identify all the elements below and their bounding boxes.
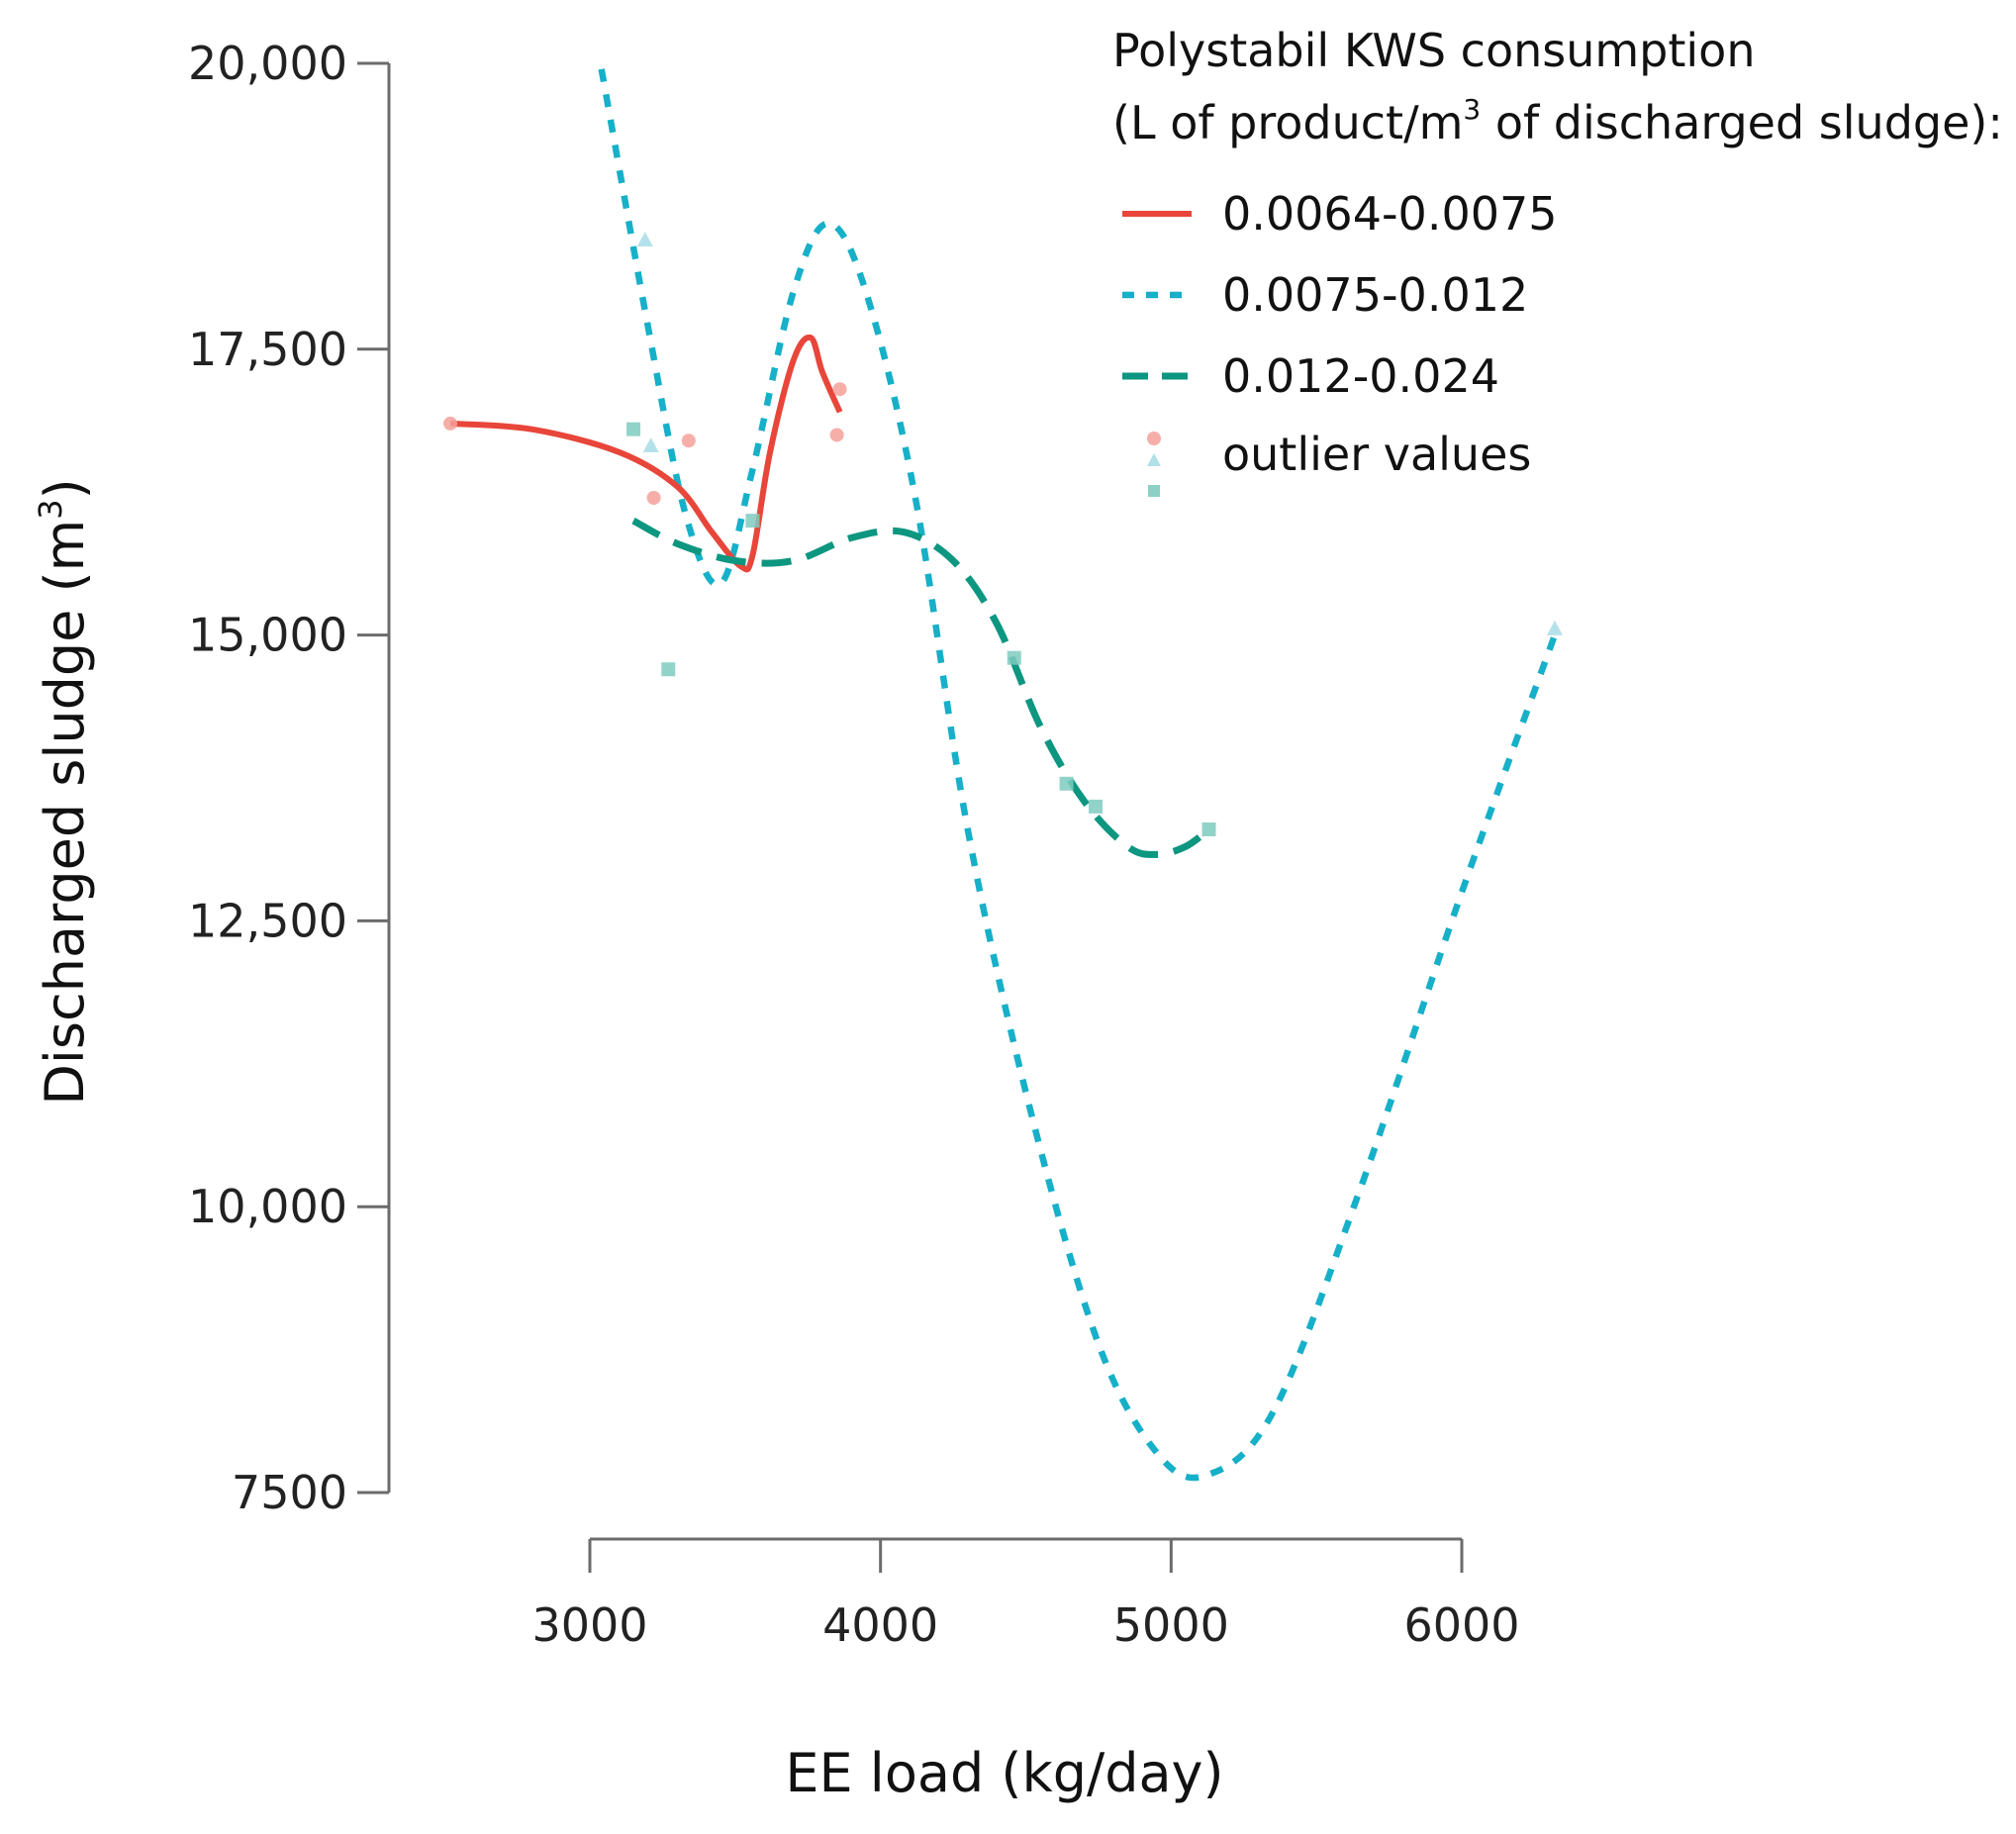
series-line-0.012-0.024 [631, 517, 1211, 858]
series-line-0.0064-0.0075 [449, 334, 843, 573]
outlier-point-series-1 [443, 416, 458, 431]
legend-title-line2-pre: (L of product/m [1112, 96, 1463, 149]
outlier-point-series-1 [829, 428, 844, 442]
y-axis-title-main: Discharged sludge (m [34, 520, 96, 1106]
outlier-point-series-1 [681, 434, 696, 448]
x-tick-label: 3000 [531, 1598, 647, 1652]
y-axis-title-sup: 3 [32, 499, 69, 519]
outlier-point-series-3 [745, 514, 760, 529]
x-tick-label: 4000 [822, 1598, 938, 1652]
legend-entries: 0.0064-0.0075 0.0075-0.012 0.012-0.024 [1122, 187, 1558, 403]
outlier-point-series-3 [626, 422, 641, 436]
outlier-point-series-3 [1088, 799, 1103, 814]
outlier-point-series-2 [642, 436, 659, 452]
axes-layer: 7500 10,000 12,500 15,000 17,500 20,000 3000 40… [188, 37, 1520, 1652]
outlier-point-series-1 [832, 382, 847, 397]
legend-outlier-markers [1147, 432, 1161, 497]
outlier-point-series-2 [1546, 620, 1563, 635]
legend-label-0.012-0.024: 0.012-0.024 [1222, 349, 1499, 403]
outlier-point-series-2 [636, 232, 653, 247]
legend-outlier-square-marker [1148, 485, 1160, 497]
y-tick-label: 20,000 [188, 37, 347, 90]
series-layer [449, 68, 1559, 1482]
legend-outlier-label: outlier values [1222, 428, 1531, 481]
x-tick-label: 5000 [1113, 1598, 1229, 1652]
legend-title-line1: Polystabil KWS consumption [1112, 24, 1755, 77]
y-tick-label: 15,000 [188, 609, 347, 662]
outlier-point-series-1 [646, 490, 661, 505]
legend-title-line2-post: of discharged sludge): [1481, 96, 2003, 149]
outlier-point-series-3 [1007, 650, 1021, 665]
y-tick-label: 7500 [232, 1466, 347, 1519]
legend-label-0.0064-0.0075: 0.0064-0.0075 [1222, 187, 1558, 241]
legend-outlier-triangle-marker [1147, 453, 1161, 466]
series-line-0.0075-0.012 [598, 68, 1559, 1482]
legend: Polystabil KWS consumption (L of product… [1112, 24, 2003, 497]
legend-title-line2-sup: 3 [1463, 93, 1481, 126]
x-tick-label: 6000 [1403, 1598, 1519, 1652]
outlier-point-series-3 [661, 662, 676, 677]
y-tick-label: 17,500 [188, 323, 347, 376]
y-axis-title-close: ) [34, 478, 96, 499]
svg-text:Discharged sludge (m3): Discharged sludge (m3) [32, 478, 96, 1105]
outlier-point-series-3 [1059, 776, 1074, 791]
legend-outlier-circle-marker [1147, 432, 1161, 445]
y-tick-label: 12,500 [188, 894, 347, 947]
y-tick-label: 10,000 [188, 1180, 347, 1233]
y-axis-title: Discharged sludge (m3) [32, 478, 96, 1105]
legend-title-line2: (L of product/m3 of discharged sludge): [1112, 93, 2003, 149]
outlier-point-series-3 [1201, 821, 1216, 836]
outlier-layer [443, 232, 1563, 836]
x-axis-title: EE load (kg/day) [785, 1742, 1223, 1804]
legend-label-0.0075-0.012: 0.0075-0.012 [1222, 268, 1528, 322]
